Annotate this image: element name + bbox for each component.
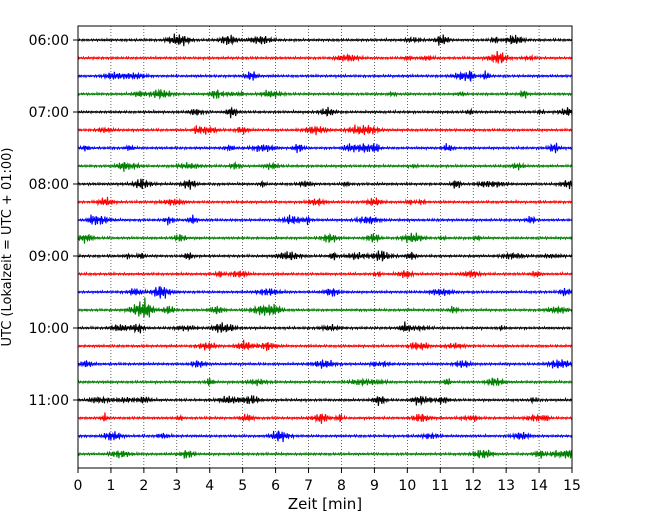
- trace-12: [77, 250, 573, 262]
- trace-8: [77, 178, 573, 190]
- x-tick-label-8: 8: [337, 478, 346, 494]
- trace-19: [77, 377, 573, 387]
- x-tick-label-14: 14: [530, 478, 548, 494]
- trace-9: [77, 196, 573, 207]
- trace-7: [77, 160, 573, 172]
- y-tick-label-4: 10:00: [29, 321, 69, 337]
- x-axis-label: Zeit [min]: [288, 495, 362, 513]
- x-tick-label-10: 10: [398, 478, 416, 494]
- trace-22: [77, 429, 573, 443]
- trace-11: [77, 232, 573, 244]
- x-tick-label-13: 13: [497, 478, 515, 494]
- seismogram-traces: [77, 33, 573, 459]
- trace-23: [77, 449, 573, 459]
- trace-21: [77, 412, 573, 424]
- minute-gridlines: [110, 26, 540, 468]
- trace-2: [77, 70, 573, 83]
- trace-3: [77, 88, 573, 100]
- y-axis-label: UTC (Lokalzeit = UTC + 01:00): [0, 148, 15, 347]
- trace-20: [77, 395, 573, 407]
- trace-13: [77, 269, 573, 279]
- x-tick-label-9: 9: [370, 478, 379, 494]
- trace-4: [77, 106, 573, 119]
- plot-frame: [77, 25, 573, 469]
- trace-10: [77, 214, 573, 226]
- x-tick-label-1: 1: [106, 478, 115, 494]
- x-tick-label-5: 5: [238, 478, 247, 494]
- trace-15: [77, 297, 573, 318]
- y-tick-label-2: 08:00: [29, 177, 69, 193]
- x-tick-label-11: 11: [431, 478, 449, 494]
- x-tick-label-4: 4: [205, 478, 214, 494]
- x-tick-label-0: 0: [74, 478, 83, 494]
- trace-14: [77, 285, 573, 299]
- trace-0: [77, 33, 573, 47]
- trace-18: [77, 359, 573, 369]
- trace-6: [77, 142, 573, 154]
- y-tick-label-0: 06:00: [29, 33, 69, 49]
- y-tick-label-1: 07:00: [29, 105, 69, 121]
- x-tick-label-7: 7: [304, 478, 313, 494]
- trace-17: [77, 339, 573, 352]
- trace-16: [77, 321, 573, 334]
- trace-1: [77, 51, 573, 64]
- x-tick-label-15: 15: [563, 478, 581, 494]
- y-tick-label-3: 09:00: [29, 249, 69, 265]
- x-tick-label-12: 12: [464, 478, 482, 494]
- x-tick-label-6: 6: [271, 478, 280, 494]
- x-tick-label-2: 2: [139, 478, 148, 494]
- x-tick-label-3: 3: [172, 478, 181, 494]
- trace-5: [77, 124, 573, 136]
- y-axis-ticks: 06:00 07:00 08:00 09:00 10:00 11:00: [29, 33, 78, 409]
- y-tick-label-5: 11:00: [29, 393, 69, 409]
- x-axis-ticks: 0 1 2 3 4 5 6 7 8 9 10 11 12 13 14 15: [74, 468, 581, 494]
